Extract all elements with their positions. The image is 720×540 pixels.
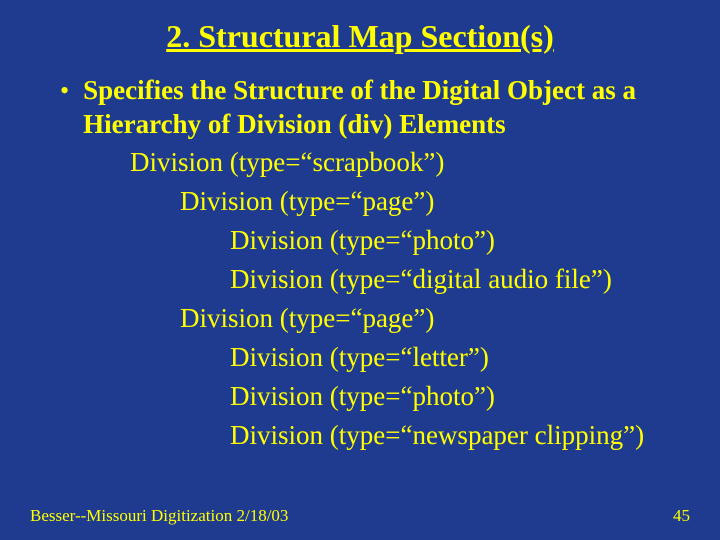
slide-footer: Besser--Missouri Digitization 2/18/03 45	[30, 506, 690, 526]
footer-left: Besser--Missouri Digitization 2/18/03	[30, 506, 288, 526]
hierarchy-line: Division (type=“newspaper clipping”)	[60, 418, 680, 453]
hierarchy-line: Division (type=“photo”)	[60, 223, 680, 258]
hierarchy-line: Division (type=“page”)	[60, 184, 680, 219]
bullet-text: Specifies the Structure of the Digital O…	[83, 73, 680, 141]
footer-page-number: 45	[673, 506, 690, 526]
slide-content: • Specifies the Structure of the Digital…	[0, 73, 720, 453]
hierarchy-line: Division (type=“scrapbook”)	[60, 145, 680, 180]
hierarchy-line: Division (type=“page”)	[60, 301, 680, 336]
slide-title: 2. Structural Map Section(s)	[0, 0, 720, 65]
bullet-item: • Specifies the Structure of the Digital…	[60, 73, 680, 141]
hierarchy-line: Division (type=“photo”)	[60, 379, 680, 414]
hierarchy-line: Division (type=“digital audio file”)	[60, 262, 680, 297]
bullet-marker: •	[60, 75, 69, 107]
hierarchy-line: Division (type=“letter”)	[60, 340, 680, 375]
